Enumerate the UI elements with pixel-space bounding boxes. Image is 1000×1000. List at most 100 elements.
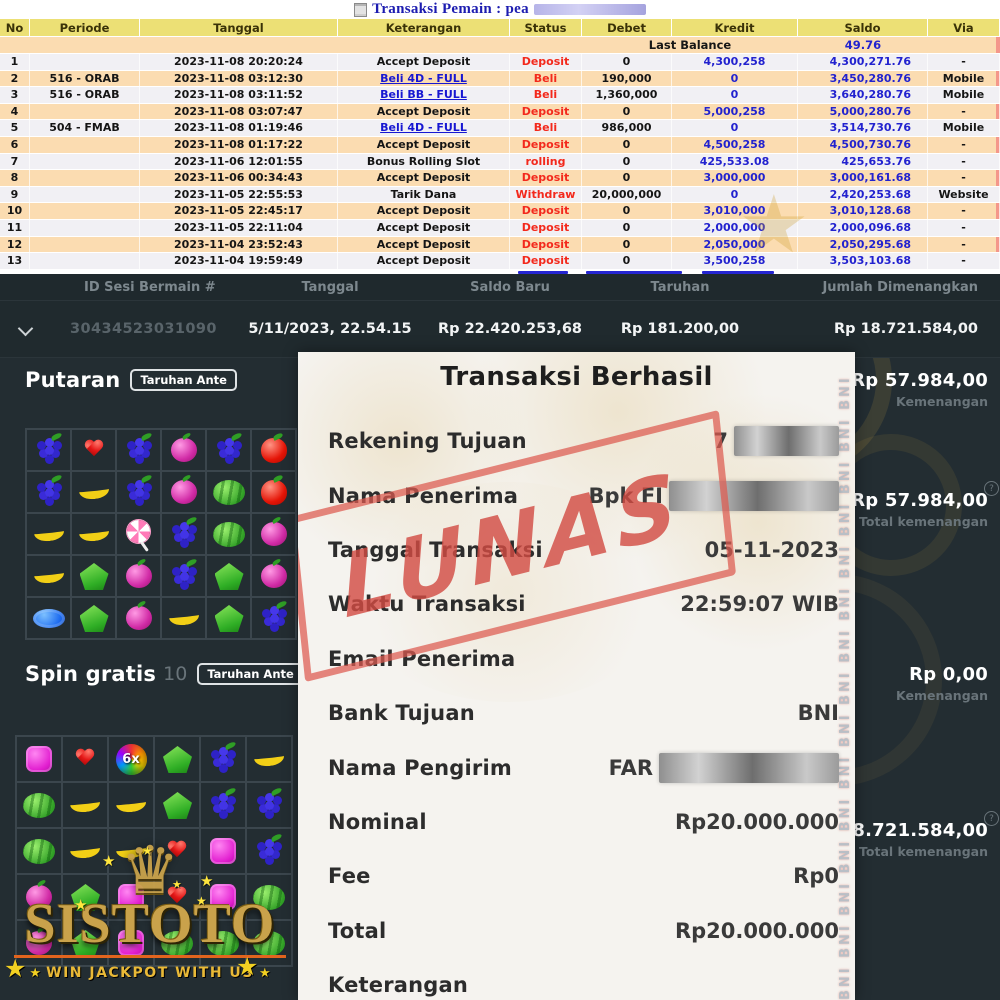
slot-cell: 6x bbox=[108, 736, 154, 782]
cell-periode bbox=[30, 253, 140, 270]
cell-periode bbox=[30, 103, 140, 121]
cell-no: 3 bbox=[0, 87, 30, 104]
slot-cell bbox=[116, 513, 161, 555]
cell-keterangan: Accept Deposit bbox=[338, 54, 510, 71]
cell-status: Deposit bbox=[510, 219, 582, 237]
square-candy-symbol bbox=[114, 927, 148, 959]
cell-tanggal: 2023-11-04 23:52:43 bbox=[140, 236, 338, 254]
banana-symbol bbox=[77, 518, 111, 550]
cell-saldo: 2,000,096.68 bbox=[798, 219, 928, 237]
help-icon[interactable]: ? bbox=[984, 811, 999, 826]
slot-cell bbox=[154, 736, 200, 782]
putaran-total-label: Total kemenangan bbox=[859, 514, 988, 529]
cell-keterangan: Accept Deposit bbox=[338, 219, 510, 237]
cell-saldo: 5,000,280.76 bbox=[798, 103, 928, 121]
column-header-via: Via bbox=[928, 19, 1000, 37]
cell-via: - bbox=[928, 219, 1000, 237]
last-balance-row: Last Balance 49.76 bbox=[0, 37, 1000, 54]
cell-kredit: 2,050,000 bbox=[672, 236, 798, 254]
table-row: 3 516 - ORAB 2023-11-08 03:11:52 Beli BB - … bbox=[0, 87, 1000, 104]
cell-saldo: 3,503,103.68 bbox=[798, 253, 928, 270]
cell-saldo: 4,500,730.76 bbox=[798, 136, 928, 154]
receipt-field-value: 7 bbox=[713, 426, 839, 457]
plum-symbol bbox=[257, 518, 291, 550]
slot-cell bbox=[161, 471, 206, 513]
star-icon: ★ bbox=[196, 894, 207, 908]
cell-no: 2 bbox=[0, 70, 30, 88]
cell-kredit: 0 bbox=[672, 186, 798, 204]
cell-tanggal: 2023-11-06 12:01:55 bbox=[140, 153, 338, 171]
spin-gratis-title: Spin gratis bbox=[25, 662, 157, 686]
receipt-field: Nama Pengirim FAR bbox=[298, 740, 855, 794]
putaran-heading: Putaran Taruhan Ante bbox=[25, 368, 237, 392]
star-icon: ★ bbox=[74, 896, 88, 914]
note-icon bbox=[354, 2, 368, 17]
cell-kredit: 425,533.08 bbox=[672, 153, 798, 171]
column-header-periode: Periode bbox=[30, 19, 140, 37]
plum-symbol bbox=[167, 476, 201, 508]
receipt-field-label: Keterangan bbox=[328, 973, 469, 998]
table-row: 6 2023-11-08 01:17:22 Accept Deposit Deposi… bbox=[0, 136, 1000, 154]
cell-kredit: 0 bbox=[672, 120, 798, 137]
cell-kredit: 3,500,258 bbox=[672, 253, 798, 270]
logo-tagline: WIN JACKPOT WITH US bbox=[46, 965, 254, 981]
cell-saldo: 3,450,280.76 bbox=[798, 70, 928, 88]
cell-kredit: 4,500,258 bbox=[672, 136, 798, 154]
session-table-header: ID Sesi Bermain # Tanggal Saldo Baru Taruha… bbox=[0, 274, 1000, 301]
receipt-field-label: Nama Pengirim bbox=[328, 755, 512, 780]
putaran-win-stat: Rp 57.984,00 Kemenangan bbox=[851, 370, 988, 409]
grapes-symbol bbox=[167, 560, 201, 592]
taruhan-ante-badge: Taruhan Ante bbox=[130, 369, 237, 391]
receipt-field-label: Waktu Transaksi bbox=[328, 592, 526, 617]
cell-periode: 504 - FMAB bbox=[30, 120, 140, 137]
table-row: 7 2023-11-06 12:01:55 Bonus Rolling Slot ro… bbox=[0, 153, 1000, 171]
plum-symbol bbox=[22, 927, 56, 959]
receipt-field-text: BNI bbox=[797, 701, 839, 726]
grapes-symbol bbox=[206, 743, 240, 775]
banana-symbol bbox=[252, 743, 286, 775]
cell-status: Deposit bbox=[510, 203, 582, 220]
column-header-tanggal: Tanggal bbox=[140, 19, 338, 37]
multiplier-value: 6x bbox=[122, 751, 140, 767]
spin-win-stat: Rp 0,00 Kemenangan bbox=[896, 664, 988, 703]
cell-keterangan[interactable]: Beli 4D - FULL bbox=[338, 120, 510, 137]
cell-saldo: 425,653.76 bbox=[798, 153, 928, 171]
watermelon-symbol bbox=[212, 476, 246, 508]
cell-keterangan[interactable]: Beli 4D - FULL bbox=[338, 70, 510, 88]
slot-cell bbox=[16, 920, 62, 966]
grapes-symbol bbox=[32, 434, 66, 466]
slot-cell bbox=[26, 471, 71, 513]
cell-debet: 0 bbox=[582, 153, 672, 171]
receipt-field-value: BNI bbox=[798, 701, 839, 725]
session-bet: Rp 181.200,00 bbox=[620, 321, 740, 337]
star-icon: ★ bbox=[172, 878, 182, 891]
session-row[interactable]: 30434523031090 5/11/2023, 22.54.15 Rp 22… bbox=[0, 301, 1000, 358]
session-column-header-tanggal: Tanggal bbox=[301, 279, 359, 295]
transfer-receipt: BNI BNI BNI BNI BNI BNI BNI BNI BNI BNI … bbox=[298, 352, 855, 1000]
cell-status: Withdraw bbox=[510, 186, 582, 204]
star-icon: ★ bbox=[4, 954, 27, 983]
column-header-no: No bbox=[0, 19, 30, 37]
cell-keterangan: Accept Deposit bbox=[338, 170, 510, 187]
spin-gratis-count: 10 bbox=[163, 663, 188, 685]
star-icon: ★ bbox=[102, 852, 116, 870]
session-column-header-saldo-baru: Saldo Baru bbox=[470, 279, 550, 295]
session-win-amount: Rp 18.721.584,00 bbox=[833, 321, 978, 337]
receipt-field: Bank Tujuan BNI bbox=[298, 686, 855, 740]
watermelon-symbol bbox=[212, 518, 246, 550]
cell-keterangan[interactable]: Beli BB - FULL bbox=[338, 87, 510, 104]
cell-no: 7 bbox=[0, 153, 30, 171]
slot-cell bbox=[154, 874, 200, 920]
watermelon-symbol bbox=[160, 927, 194, 959]
slot-cell bbox=[200, 736, 246, 782]
slot-cell bbox=[161, 513, 206, 555]
slot-cell bbox=[161, 555, 206, 597]
receipt-field: Rekening Tujuan 7 bbox=[298, 414, 855, 468]
cell-no: 4 bbox=[0, 103, 30, 121]
cell-tanggal: 2023-11-08 03:07:47 bbox=[140, 103, 338, 121]
slot-cell bbox=[16, 782, 62, 828]
help-icon[interactable]: ? bbox=[984, 481, 999, 496]
cell-periode bbox=[30, 186, 140, 204]
slot-cell bbox=[246, 828, 292, 874]
